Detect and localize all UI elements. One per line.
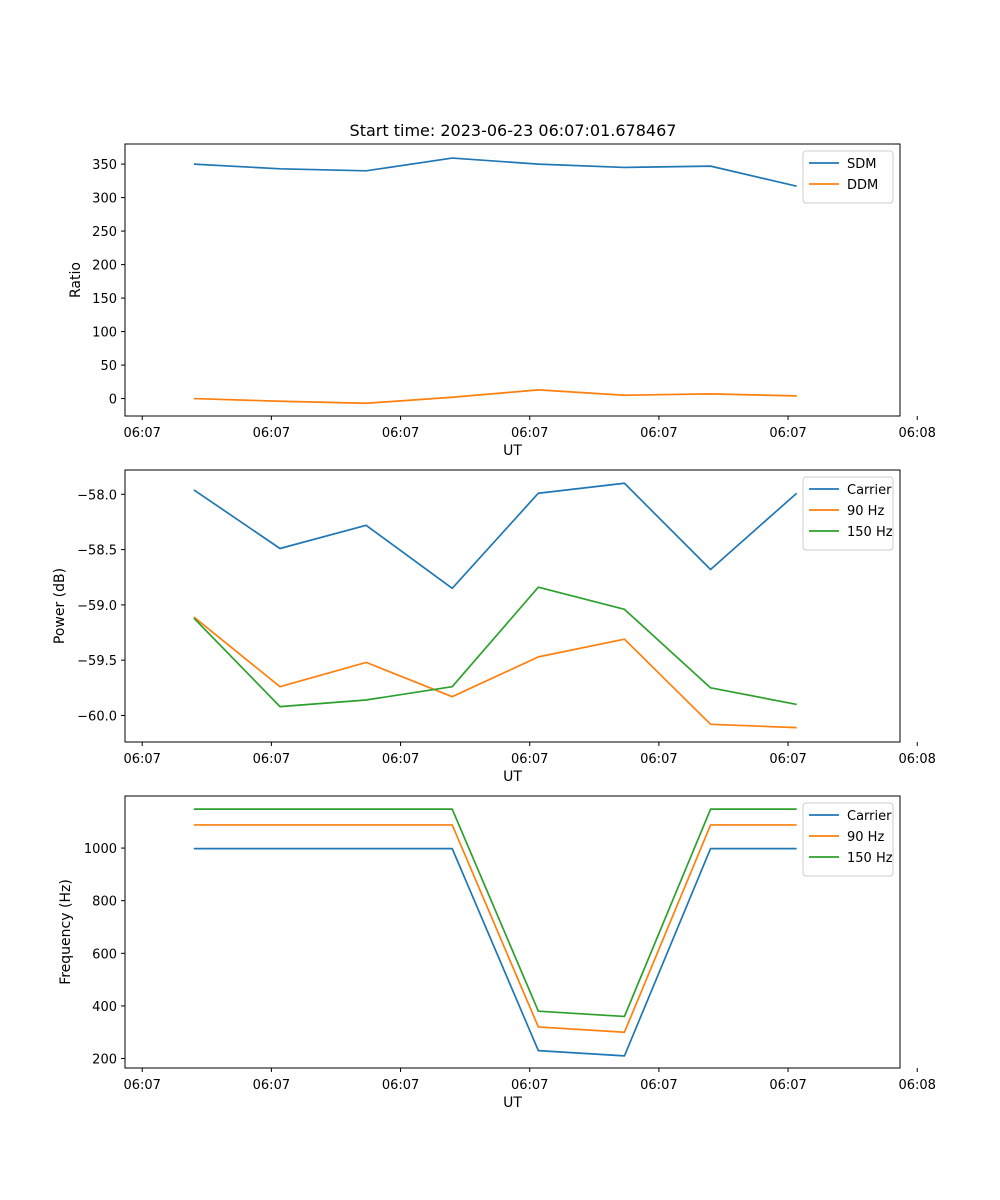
- power-panel: 06:07 06:07 06:07 06:07 06:07 06:07 06:08 −60.0…: [52, 469, 936, 785]
- ratio-series-ddm-line: [193, 389, 797, 405]
- ratio-y-axis-label: Ratio: [68, 262, 84, 298]
- ratio-x-axis-label: UT: [503, 443, 522, 459]
- ratio-x-tick-label: 06:07: [640, 426, 677, 441]
- power-legend-label-90-hz: 90 Hz: [847, 504, 884, 519]
- power-y-axis-label: Power (dB): [52, 568, 68, 644]
- ratio-y-tick-label: 0: [109, 393, 117, 408]
- frequency-x-tick-label: 06:07: [769, 1078, 806, 1093]
- power-series-carrier-line: [193, 482, 798, 590]
- ratio-x-tick-label: 06:07: [382, 426, 419, 441]
- ratio-y-tick-label: 250: [92, 225, 117, 240]
- power-legend: Carrier 90 Hz 150 Hz: [802, 476, 894, 551]
- power-y-tick-label: −58.5: [77, 544, 117, 559]
- ratio-y-tick-label: 50: [100, 359, 117, 374]
- power-x-tick-label: 06:07: [382, 752, 419, 767]
- frequency-y-axis-label: Frequency (Hz): [58, 879, 74, 985]
- power-x-tick-label: 06:07: [511, 752, 548, 767]
- ratio-legend-box: [802, 150, 894, 204]
- frequency-x-tick-label: 06:07: [511, 1078, 548, 1093]
- power-series-90-hz-line: [193, 616, 797, 729]
- ratio-legend: SDM DDM: [802, 150, 894, 204]
- frequency-x-axis-label: UT: [503, 1095, 522, 1111]
- frequency-y-tick-label: 600: [92, 947, 117, 962]
- ratio-y-tick-label: 150: [92, 292, 117, 307]
- frequency-legend: Carrier 90 Hz 150 Hz: [802, 802, 894, 877]
- power-y-tick-label: −58.0: [77, 488, 117, 503]
- frequency-x-tick-label: 06:07: [382, 1078, 419, 1093]
- power-y-tick-label: −59.0: [77, 599, 117, 614]
- ratio-panel: 06:07 06:07 06:07 06:07 06:07 06:07 06:08 0 50 10…: [68, 143, 936, 459]
- power-y-tick-label: −60.0: [77, 709, 117, 724]
- power-y-tick-label: −59.5: [77, 654, 117, 669]
- ratio-y-tick-label: 300: [92, 192, 117, 207]
- ratio-legend-label-sdm: SDM: [847, 157, 876, 172]
- ratio-legend-label-ddm: DDM: [847, 178, 878, 193]
- frequency-y-tick-label: 200: [92, 1053, 117, 1068]
- power-x-tick-label: 06:07: [123, 752, 160, 767]
- ratio-y-tick-label: 100: [92, 326, 117, 341]
- power-x-tick-label: 06:07: [640, 752, 677, 767]
- power-legend-label-carrier: Carrier: [847, 483, 892, 498]
- frequency-legend-label-carrier: Carrier: [847, 809, 892, 824]
- frequency-legend-label-90-hz: 90 Hz: [847, 830, 884, 845]
- frequency-x-tick-label: 06:07: [123, 1078, 160, 1093]
- power-axes-frame: [124, 469, 901, 743]
- frequency-series-carrier-line: [193, 847, 797, 1057]
- ratio-axes-frame: [124, 143, 901, 417]
- frequency-y-tick-label: 400: [92, 1000, 117, 1015]
- frequency-y-tick-label: 800: [92, 895, 117, 910]
- frequency-y-tick-label: 1000: [84, 842, 117, 857]
- power-x-axis-label: UT: [503, 769, 522, 785]
- power-x-tick-label: 06:07: [769, 752, 806, 767]
- ratio-x-tick-label: 06:07: [769, 426, 806, 441]
- power-series-150-hz-line: [193, 586, 797, 708]
- ratio-x-tick-label: 06:07: [123, 426, 160, 441]
- frequency-series-150-hz-line: [193, 808, 797, 1018]
- frequency-x-tick-label: 06:08: [898, 1078, 935, 1093]
- frequency-x-tick-label: 06:07: [253, 1078, 290, 1093]
- ratio-x-tick-label: 06:07: [511, 426, 548, 441]
- frequency-legend-label-150-hz: 150 Hz: [847, 851, 893, 866]
- figure-title: Start time: 2023-06-23 06:07:01.678467: [350, 121, 677, 140]
- frequency-x-tick-label: 06:07: [640, 1078, 677, 1093]
- frequency-panel: 06:07 06:07 06:07 06:07 06:07 06:07 06:08 200 40…: [58, 795, 936, 1111]
- frequency-axes-frame: [124, 795, 901, 1069]
- ratio-series-sdm-line: [193, 157, 797, 188]
- ratio-y-tick-label: 200: [92, 259, 117, 274]
- ratio-x-tick-label: 06:07: [253, 426, 290, 441]
- ratio-x-tick-label: 06:08: [898, 426, 935, 441]
- power-legend-label-150-hz: 150 Hz: [847, 525, 893, 540]
- ratio-y-tick-label: 350: [92, 158, 117, 173]
- power-x-tick-label: 06:07: [253, 752, 290, 767]
- power-x-tick-label: 06:08: [898, 752, 935, 767]
- frequency-series-90-hz-line: [193, 824, 797, 1034]
